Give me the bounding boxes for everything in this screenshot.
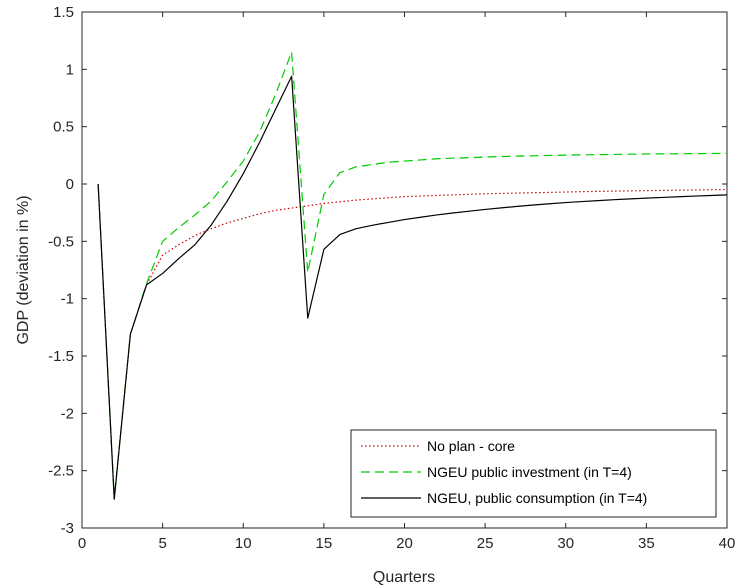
axis-ticks <box>81 11 728 529</box>
series-line-public-consumption <box>97 75 728 500</box>
y-tick-label: 0.5 <box>53 119 74 136</box>
y-tick-label: -0.5 <box>48 233 74 250</box>
y-tick-label: -3 <box>61 520 74 537</box>
y-tick-label: 1 <box>66 61 74 78</box>
axis-tick-labels: 0 5 10 15 20 25 30 35 40 -3 -2.5 -2 -1.5 -1 -0.5 0 0.5 1 1… <box>48 4 735 552</box>
series-lines <box>97 51 728 500</box>
x-tick-label: 25 <box>477 535 494 552</box>
x-tick-label: 20 <box>396 535 413 552</box>
legend: No plan - core NGEU public investment (i… <box>350 429 717 518</box>
x-tick-label: 15 <box>316 535 333 552</box>
legend-label-no-plan: No plan - core <box>427 438 515 454</box>
series-line-no-plan <box>97 183 728 499</box>
x-tick-label: 0 <box>78 535 86 552</box>
y-axis-label: GDP (deviation in %) <box>15 195 32 344</box>
y-tick-label: -1 <box>61 291 74 308</box>
y-tick-label: -2 <box>61 405 74 422</box>
x-tick-label: 30 <box>557 535 574 552</box>
legend-box <box>350 429 717 518</box>
legend-label-public-investment: NGEU public investment (in T=4) <box>427 464 632 480</box>
y-tick-label: 0 <box>66 176 74 193</box>
x-tick-label: 40 <box>719 535 736 552</box>
legend-label-public-consumption: NGEU, public consumption (in T=4) <box>427 490 647 506</box>
x-tick-label: 5 <box>158 535 166 552</box>
x-tick-label: 35 <box>638 535 655 552</box>
x-axis-label: Quarters <box>373 569 435 586</box>
y-tick-label: -1.5 <box>48 348 74 365</box>
series-line-public-investment <box>97 51 728 499</box>
y-tick-label: 1.5 <box>53 4 74 21</box>
y-tick-label: -2.5 <box>48 463 74 480</box>
x-tick-label: 10 <box>235 535 252 552</box>
